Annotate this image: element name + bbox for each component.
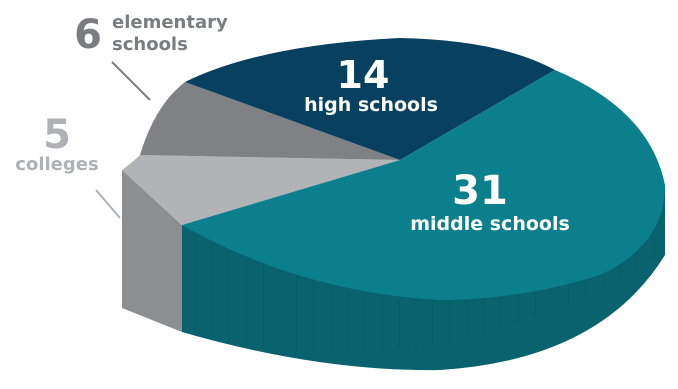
elementary-leader-line bbox=[111, 61, 151, 101]
elementary-schools-label-line1: elementary bbox=[112, 12, 228, 33]
slice-colleges-side bbox=[122, 170, 182, 332]
high-schools-label: high schools bbox=[304, 94, 438, 116]
high-schools-number: 14 bbox=[337, 53, 390, 97]
middle-schools-label: middle schools bbox=[410, 213, 570, 235]
middle-schools-number: 31 bbox=[452, 168, 508, 214]
colleges-leader-line bbox=[95, 189, 121, 219]
slice-middle-schools-side bbox=[182, 185, 665, 371]
colleges-number: 5 bbox=[43, 112, 71, 158]
colleges-label: colleges bbox=[15, 154, 98, 175]
slice-high-schools bbox=[185, 38, 555, 160]
elementary-schools-label-line2: schools bbox=[112, 34, 188, 55]
slice-middle-schools bbox=[182, 70, 665, 300]
slice-colleges bbox=[122, 155, 400, 225]
elementary-schools-number: 6 bbox=[74, 12, 102, 58]
slice-elementary-schools bbox=[140, 82, 400, 160]
